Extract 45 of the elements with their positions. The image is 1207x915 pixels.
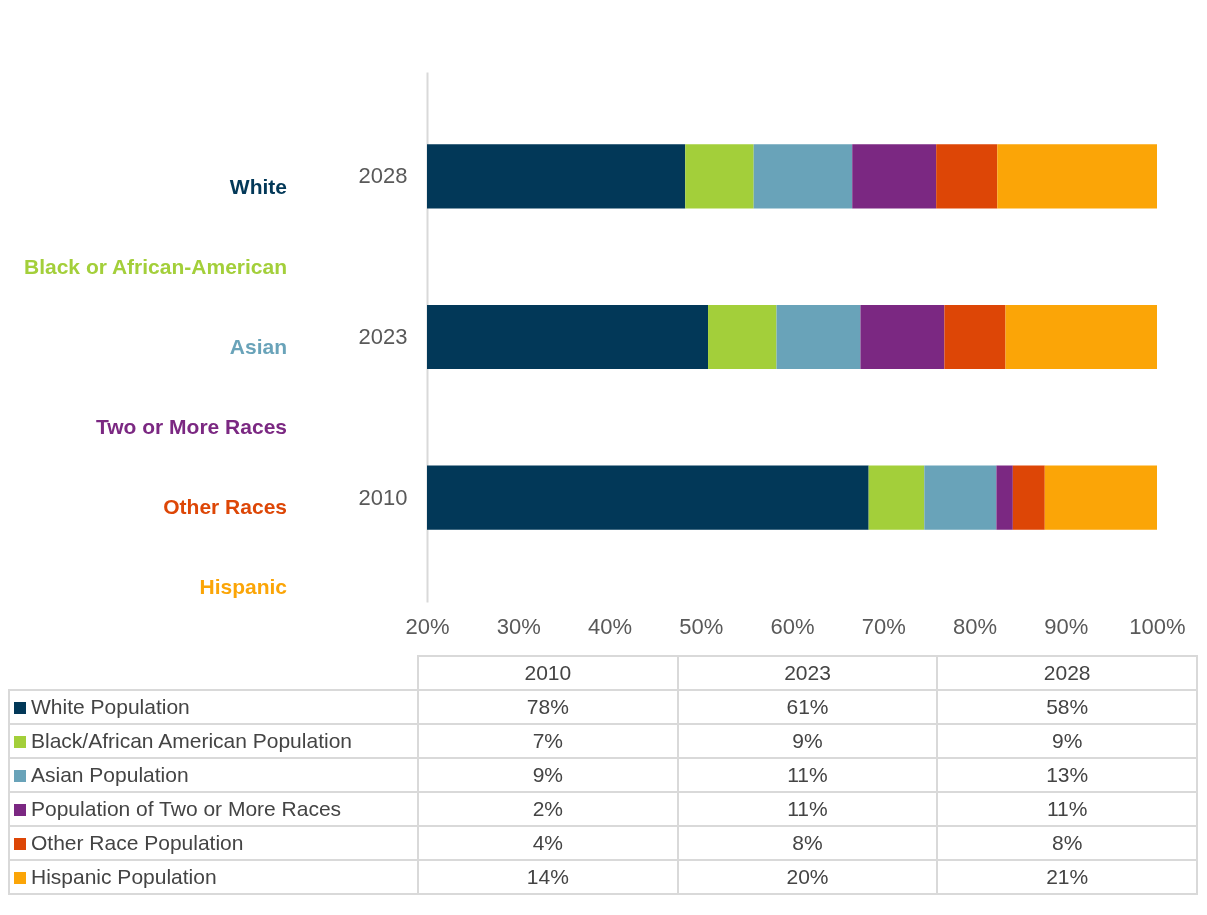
y-tick-label: 2028 — [358, 163, 408, 189]
text: 13% — [1046, 763, 1089, 786]
category-label: Black/African American Population — [31, 729, 352, 752]
text: 9% — [1051, 729, 1083, 752]
text: 9% — [532, 763, 563, 786]
category-label: 2023 — [677, 656, 938, 690]
text: 21% — [1046, 865, 1089, 888]
category-label: Population of Two or More Races — [31, 797, 342, 820]
category-label: Hispanic Population — [31, 865, 217, 888]
text: 8% — [792, 831, 823, 854]
text: 11% — [787, 797, 828, 820]
text: 8% — [1051, 831, 1083, 854]
category-label: Asian Population — [31, 763, 189, 786]
y-tick-label: 2023 — [358, 324, 408, 349]
text: 11% — [787, 763, 828, 786]
text: Other Races — [163, 494, 287, 518]
category-label: White Population — [31, 695, 190, 718]
x-tick-label: 20% — [405, 613, 450, 639]
text: 9% — [792, 729, 823, 752]
text: Asian — [229, 334, 287, 358]
y-tick-label: 2010 — [358, 484, 408, 510]
category-label: Other Race Population — [31, 831, 244, 854]
text: 7% — [532, 729, 563, 752]
text: 61% — [786, 695, 829, 718]
text: 2% — [532, 797, 563, 820]
text: 4% — [532, 831, 563, 854]
text: 58% — [1046, 695, 1089, 718]
series-label: White — [229, 174, 287, 198]
x-tick-label: 90% — [1044, 613, 1089, 639]
x-tick-label: 100% — [1129, 613, 1186, 639]
text: Black or African-American — [24, 254, 287, 278]
x-tick-label: 80% — [952, 613, 998, 639]
x-tick-label: 60% — [770, 613, 815, 639]
text: 14% — [526, 865, 569, 888]
text: 20% — [786, 865, 829, 888]
text: Hispanic — [199, 574, 288, 598]
text: 78% — [526, 695, 569, 718]
category-label: 2010 — [418, 656, 678, 690]
text: Two or More Races — [96, 414, 287, 438]
text: 11% — [1046, 797, 1088, 820]
x-tick-label: 50% — [679, 613, 724, 639]
x-tick-label: 40% — [587, 613, 633, 639]
category-label: 2028 — [937, 656, 1197, 690]
x-tick-label: 30% — [496, 613, 541, 639]
x-tick-label: 70% — [861, 613, 906, 639]
